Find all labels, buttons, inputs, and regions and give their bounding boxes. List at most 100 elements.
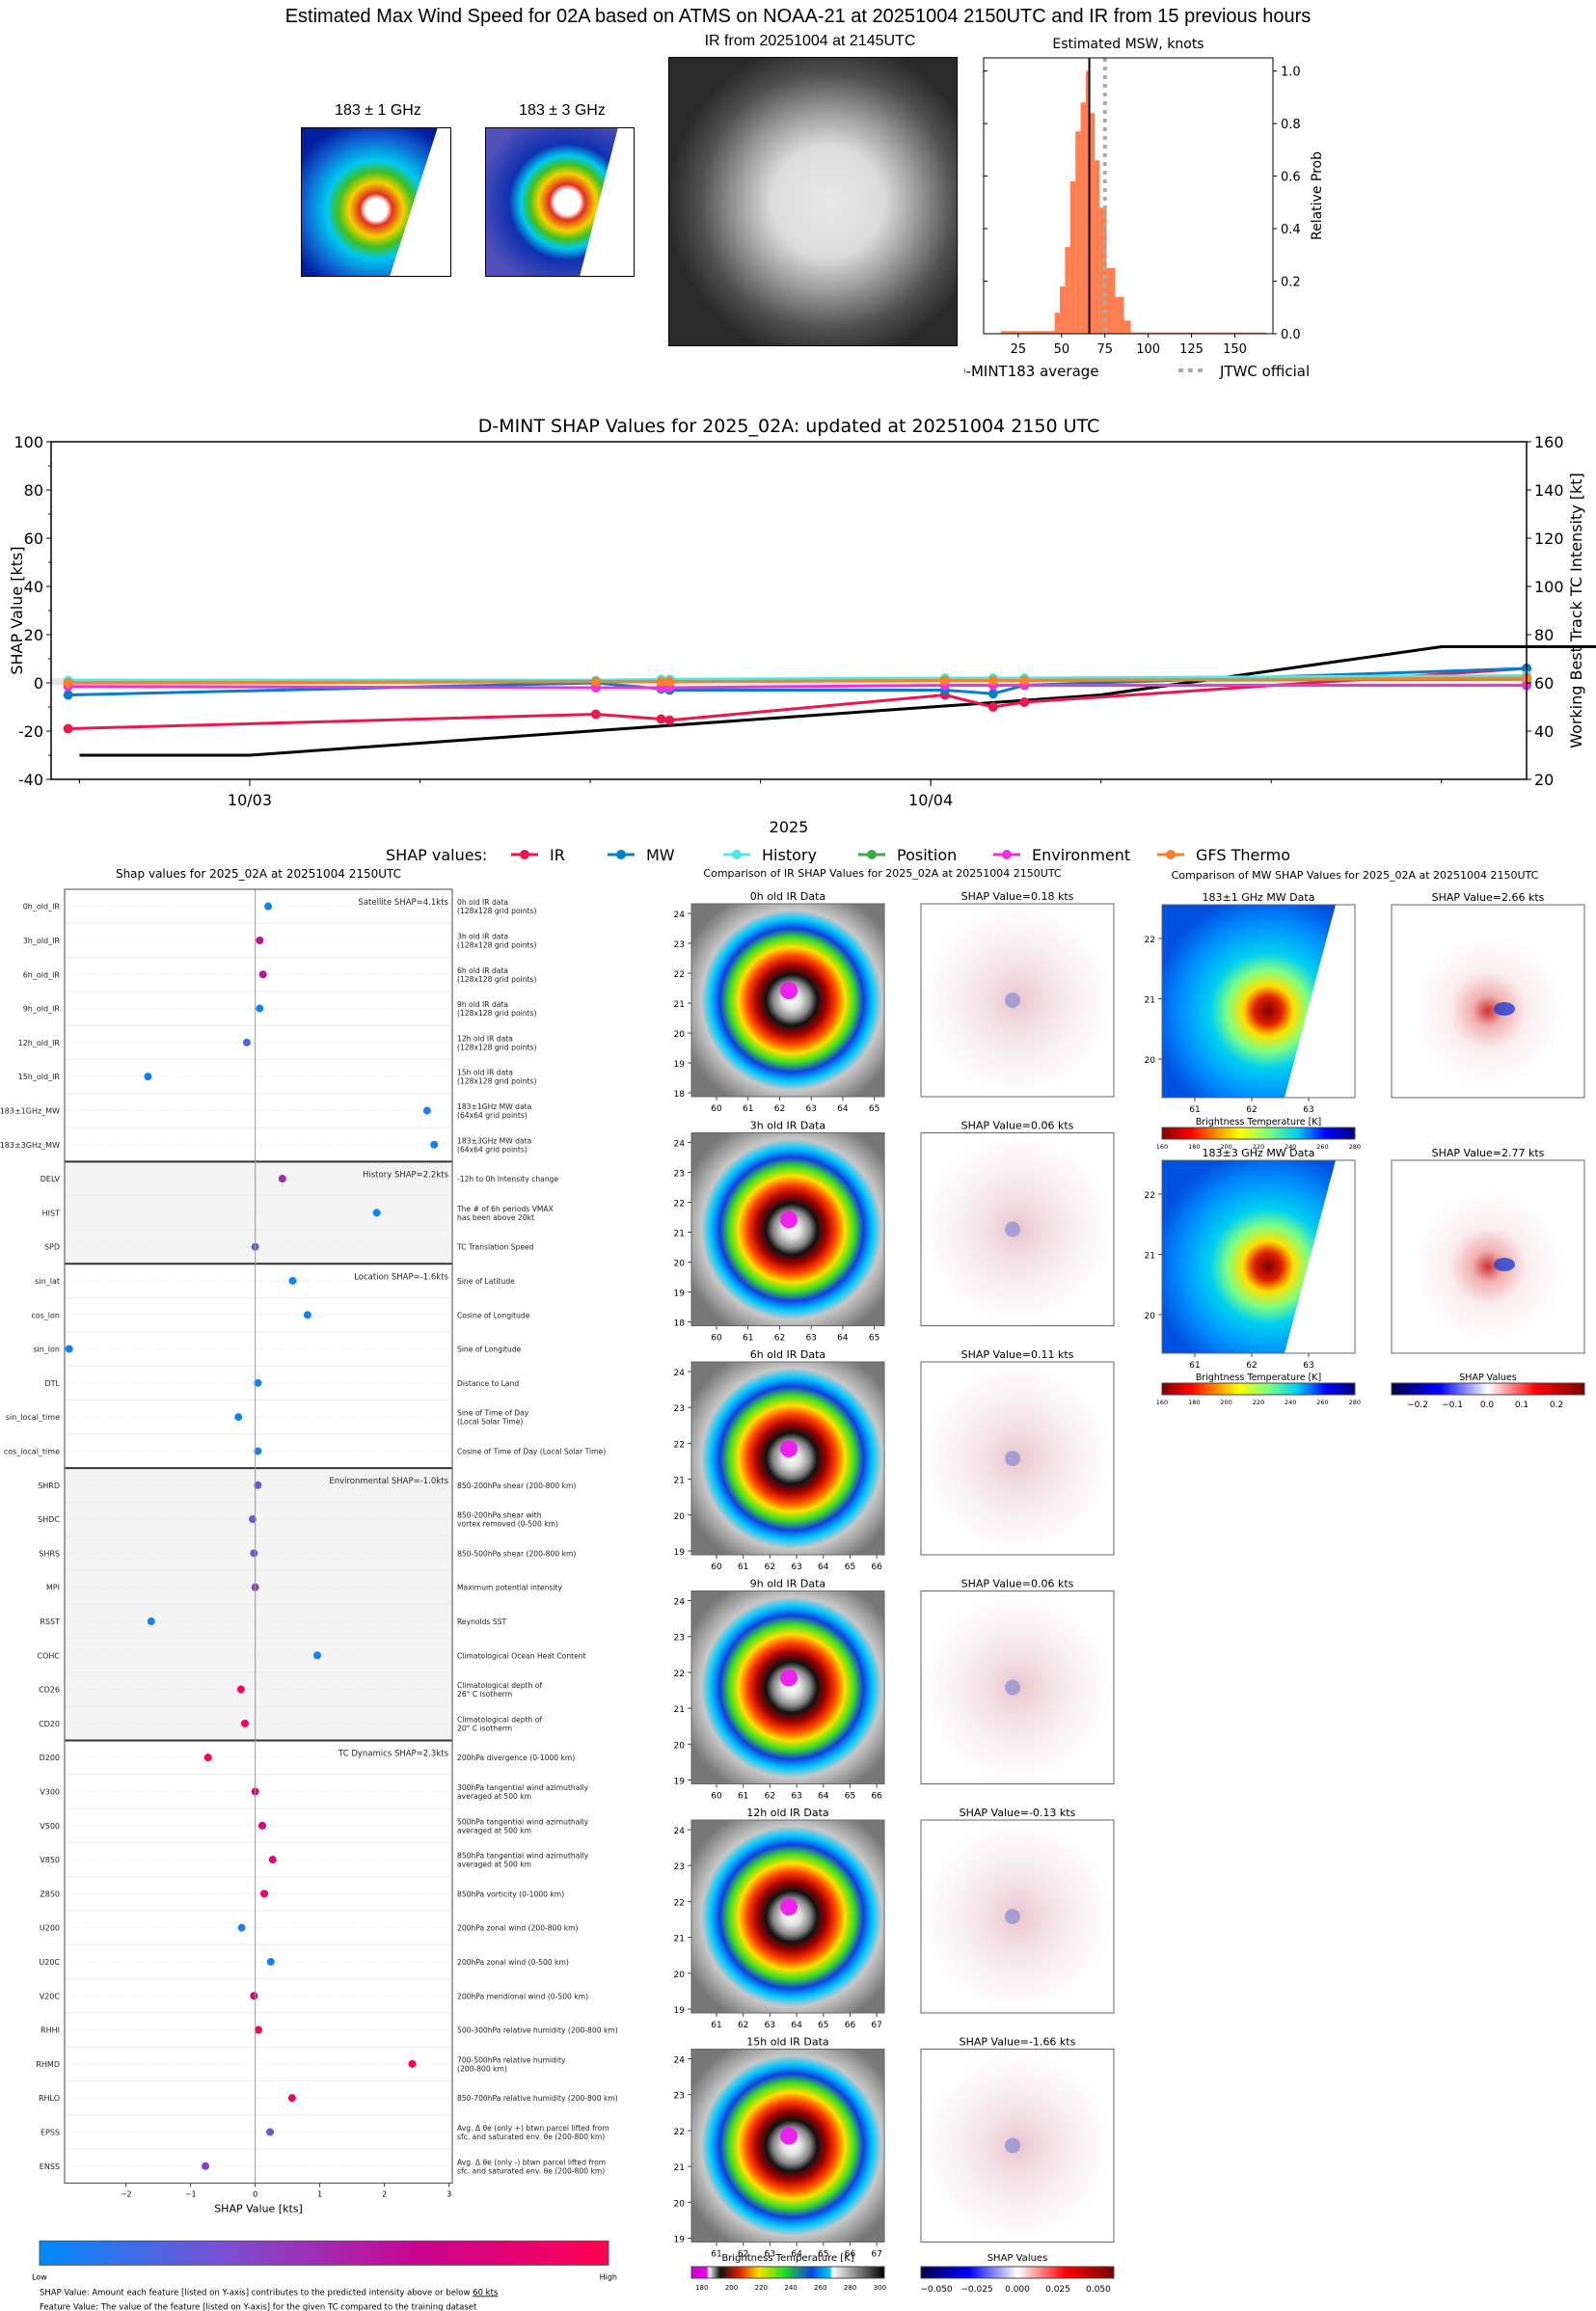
group-label: Location SHAP=-1.6kts	[354, 1272, 448, 1282]
x-tick-label: 10/04	[908, 791, 953, 809]
feature-shap-point	[144, 1073, 152, 1081]
timeseries-axes	[50, 441, 1528, 780]
histogram-bar	[1089, 113, 1095, 334]
feature-description: Cosine of Longitude	[457, 1311, 530, 1319]
mw-colorbar-tick: 160	[1156, 1143, 1168, 1151]
feature-shap-point	[248, 1515, 257, 1524]
x-tick-label: 63	[805, 1104, 816, 1114]
x-tick-label: 10/03	[228, 791, 272, 809]
shap-colorbar-tick: 0.000	[1005, 2285, 1030, 2295]
x-tick-label: 65	[845, 1792, 855, 1802]
shap-panel-image	[1391, 904, 1585, 1099]
feature-shap-point	[264, 902, 273, 911]
feature-description: 200hPa zonal wind (0-500 km)	[457, 1958, 569, 1967]
ir-panel-title: 12h old IR Data	[746, 1807, 828, 1819]
x-tick-label: 1	[317, 2189, 322, 2198]
mw-colorbar	[1161, 1382, 1356, 1396]
y-tick-label: 20	[674, 1741, 686, 1751]
ir-panel-frame	[690, 1591, 885, 1784]
feature-shap-point	[255, 2026, 262, 2034]
group-label: Environmental SHAP=-1.0kts	[329, 1477, 448, 1486]
feature-name: SHDC	[38, 1515, 60, 1524]
mw-colorbar-tick: 260	[1316, 1399, 1328, 1406]
histogram-bar	[1106, 267, 1116, 334]
feature-shap-point	[258, 970, 267, 979]
shap-colorbar-tick: 0.025	[1045, 2285, 1070, 2295]
feature-shap-point	[242, 1038, 251, 1047]
feature-description: (128x128 grid points)	[457, 940, 536, 949]
feature-shap-point	[258, 1821, 267, 1830]
shap-colorbar-tick: −0.1	[1442, 1400, 1463, 1410]
feature-shap-point	[430, 1140, 439, 1149]
shap-panel-title: SHAP Value=-0.13 kts	[960, 1807, 1076, 1819]
feature-name: 183±3GHz_MW	[0, 1141, 60, 1150]
x-tick-label: 75	[1096, 342, 1113, 357]
feature-description: 200hPa divergence (0-1000 km)	[457, 1754, 575, 1762]
feature-description: 15h old IR data	[457, 1069, 513, 1077]
y-right-tick-label: 40	[1534, 722, 1554, 741]
x-tick-label: 62	[738, 2021, 748, 2030]
mw-swath-gap	[1285, 905, 1355, 1098]
feature-description: Sine of Latitude	[457, 1277, 515, 1286]
feature-description: sfc. and saturated env. θe (200-800 km)	[457, 2133, 605, 2141]
x-tick-label: 61	[738, 1792, 748, 1802]
feature-description: Sine of Time of Day	[457, 1409, 529, 1418]
ir-colorbar-tick: 200	[725, 2284, 738, 2292]
mw-colorbar-tick: 180	[1188, 1143, 1200, 1151]
feature-name: V300	[40, 1787, 60, 1796]
feature-name: sin_lat	[35, 1277, 60, 1286]
legend-label: History	[762, 846, 817, 863]
feature-description: 850hPa vorticity (0-1000 km)	[457, 1890, 564, 1898]
feature-description: 850-200hPa shear (200-800 km)	[457, 1482, 576, 1490]
mw-colorbar-tick: 240	[1285, 1143, 1296, 1151]
legend-marker	[520, 850, 529, 859]
feature-description: The # of 6h periods VMAX	[456, 1205, 554, 1213]
shap-panel-title: SHAP Value=0.11 kts	[961, 1348, 1074, 1361]
feature-description: 26° C isotherm	[457, 1690, 512, 1699]
shap-panel-title: SHAP Value=-1.66 kts	[960, 2036, 1076, 2049]
shap-panel-title: SHAP Value=0.06 kts	[961, 1120, 1074, 1132]
legend-label: GFS Thermo	[1196, 846, 1290, 863]
mw1-image	[301, 127, 451, 277]
ir-panel-frame	[690, 1819, 885, 2014]
mw-colorbar-tick: 160	[1156, 1399, 1168, 1406]
feature-shap-title: Shap values for 2025_02A at 20251004 215…	[116, 867, 401, 881]
mw-colorbar-tick: 200	[1220, 1143, 1231, 1151]
feature-shap-point	[288, 1276, 297, 1285]
feature-description: 200hPa zonal wind (200-800 km)	[457, 1924, 579, 1933]
feature-name: RHMD	[36, 2060, 60, 2069]
shap-panel-title: SHAP Value=2.66 kts	[1432, 891, 1545, 904]
mw-colorbar-tick: 260	[1316, 1143, 1328, 1151]
x-tick-label: 62	[774, 1334, 785, 1344]
feature-description: TC Translation Speed	[456, 1243, 534, 1252]
ir-panel-frame	[690, 1361, 885, 1556]
feature-shap-point	[147, 1617, 155, 1625]
feature-description: averaged at 500 km	[457, 1792, 531, 1801]
y-tick-label: 24	[674, 1827, 686, 1836]
y-tick-label: 40	[24, 578, 43, 596]
shap-colorbar-title: SHAP Values	[987, 2253, 1048, 2264]
y-tick-label: 23	[674, 1170, 685, 1180]
x-tick-label: 61	[743, 1334, 753, 1344]
y-right-tick-label: 120	[1534, 530, 1564, 548]
series-point-mw	[63, 690, 73, 700]
y-tick-label: 22	[674, 2128, 685, 2137]
mw-panel-title: 183±3 GHz MW Data	[1203, 1147, 1315, 1159]
shap-panel-image	[1391, 1159, 1585, 1354]
feature-shap-point	[254, 1481, 262, 1489]
feature-description: (128x128 grid points)	[457, 975, 536, 984]
series-point-gfs-thermo	[939, 675, 950, 686]
feature-shap-point	[65, 1345, 73, 1353]
feature-description: Climatological Ocean Heat Content	[457, 1651, 586, 1660]
feature-name: DELV	[41, 1175, 61, 1183]
feature-name: V500	[40, 1822, 60, 1831]
y-tick-label: 22	[674, 1440, 685, 1450]
feature-shap-point	[278, 1175, 286, 1183]
y-tick-label: 18	[674, 1319, 686, 1329]
y-tick-label: 23	[674, 1862, 685, 1872]
feature-shap-point	[408, 2059, 417, 2068]
feature-description: (128x128 grid points)	[457, 1043, 536, 1051]
tc-intensity-line	[79, 645, 1596, 757]
x-tick-label: 60	[711, 1563, 722, 1572]
x-tick-label: 61	[711, 2021, 721, 2030]
